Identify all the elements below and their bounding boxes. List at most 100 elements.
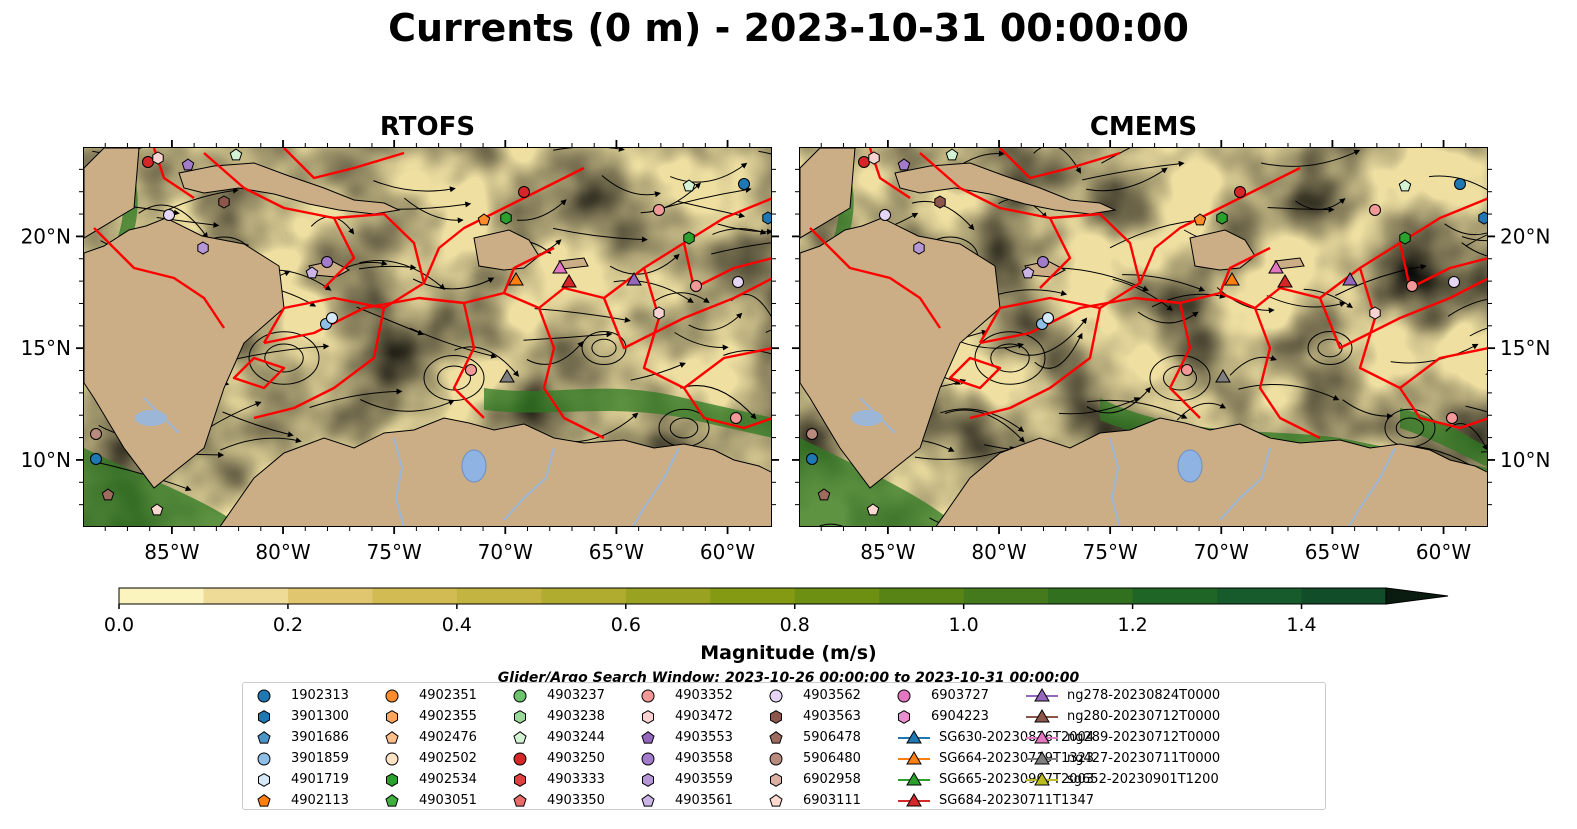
float-marker — [499, 369, 515, 383]
legend-label: 4903250 — [547, 751, 605, 766]
colorbar-tick-label: 1.0 — [949, 614, 979, 636]
pentagon-icon — [769, 793, 783, 807]
legend-item: 3901686 — [257, 727, 349, 748]
hexagon-icon — [258, 709, 270, 724]
float-marker — [690, 280, 702, 292]
legend-label: 6903111 — [803, 793, 861, 808]
rtofs-map — [83, 147, 772, 527]
float-marker — [150, 503, 164, 516]
colorbar-tick-label: 0.2 — [273, 614, 303, 636]
lon-tick-label: 70°W — [478, 540, 533, 564]
colorbar-tick-label: 0.0 — [104, 614, 134, 636]
float-marker — [477, 213, 491, 226]
legend-label: 4903352 — [675, 688, 733, 703]
float-marker — [326, 312, 338, 324]
cmems-panel-title: CMEMS — [1089, 112, 1198, 142]
legend-item: 4903559 — [641, 769, 733, 790]
float-marker — [1454, 178, 1466, 190]
float-marker — [508, 272, 524, 286]
float-marker — [1216, 211, 1228, 225]
circle-icon — [897, 689, 911, 702]
float-marker — [518, 186, 530, 198]
legend-item: 6902958 — [769, 769, 861, 790]
lat-tick-label: 15°N — [1500, 336, 1550, 360]
legend-item: SG630-20230826T2004 — [897, 727, 1094, 748]
legend-label: sg652-20230901T1200 — [1067, 772, 1219, 787]
float-marker — [90, 428, 102, 440]
legend-item: 4903561 — [641, 790, 733, 811]
lon-tick-label: 80°W — [971, 540, 1026, 564]
float-marker — [1446, 412, 1458, 424]
float-marker — [945, 148, 959, 161]
legend-item: 4903238 — [513, 706, 605, 727]
legend-label: 4903472 — [675, 709, 733, 724]
colorbar-tick-label: 0.4 — [442, 614, 472, 636]
float-marker — [561, 274, 577, 288]
float-marker — [806, 453, 818, 465]
legend-item: 4902355 — [385, 706, 477, 727]
float-marker — [1406, 280, 1418, 292]
float-marker — [1021, 266, 1035, 279]
legend-label: 4902351 — [419, 688, 477, 703]
triangle-icon — [1026, 750, 1058, 764]
legend-label: 4903553 — [675, 730, 733, 745]
legend-item: 4903051 — [385, 790, 477, 811]
float-marker — [1399, 231, 1411, 245]
float-marker — [913, 241, 925, 255]
lat-tick-label: 10°N — [21, 448, 71, 472]
legend-label: ng278-20230824T0000 — [1067, 688, 1221, 703]
map-axes: 85°W 80°W 75°W 70°W 65°W 60°W 20°N 15°N 10°N 85°W… — [21, 140, 1550, 564]
legend-label: 4903562 — [803, 688, 861, 703]
lon-tick-label: 75°W — [367, 540, 422, 564]
colorbar-bin — [372, 588, 458, 604]
cmems-map — [799, 147, 1488, 527]
float-marker — [1224, 272, 1240, 286]
legend-item: 4903562 — [769, 685, 861, 706]
float-marker — [817, 488, 831, 501]
legend-label: 4903559 — [675, 772, 733, 787]
pentagon-icon — [641, 793, 655, 807]
float-marker — [1181, 364, 1193, 376]
colorbar-bin — [287, 588, 373, 604]
lon-tick-label: 65°W — [1305, 540, 1360, 564]
float-marker — [683, 231, 695, 245]
legend-item: 1902313 — [257, 685, 349, 706]
colorbar-bin — [541, 588, 627, 604]
legend-item: 6904223 — [897, 706, 989, 727]
legend-item: SG684-20230711T1347 — [897, 790, 1094, 811]
legend-label: 4902502 — [419, 751, 477, 766]
legend-item: 4903333 — [513, 769, 605, 790]
triangle-icon — [1026, 729, 1058, 743]
float-marker — [181, 158, 195, 171]
float-marker — [738, 178, 750, 190]
legend-item: 4903244 — [513, 727, 605, 748]
float-marker — [1193, 213, 1207, 226]
float-marker — [1234, 186, 1246, 198]
legend-label: 4901719 — [291, 772, 349, 787]
colorbar-bin — [456, 588, 542, 604]
legend-label: 3901859 — [291, 751, 349, 766]
legend-label: 6904223 — [931, 709, 989, 724]
pentagon-icon — [769, 730, 783, 744]
pentagon-icon — [257, 793, 271, 807]
circle-icon — [385, 689, 399, 702]
figure-title: Currents (0 m) - 2023-10-31 00:00:00 — [388, 6, 1189, 50]
legend-item: 4902113 — [257, 790, 349, 811]
legend-item: 4902351 — [385, 685, 477, 706]
pentagon-icon — [513, 793, 527, 807]
float-marker — [1398, 179, 1412, 192]
float-marker — [218, 195, 230, 209]
pentagon-icon — [513, 730, 527, 744]
float-marker — [1448, 276, 1460, 288]
legend-label: ng280-20230712T0000 — [1067, 709, 1221, 724]
legend-label: 4903333 — [547, 772, 605, 787]
legend-item: 5906478 — [769, 727, 861, 748]
colorbar-bin — [1048, 588, 1134, 604]
legend-label: 4903350 — [547, 793, 605, 808]
triangle-icon — [898, 729, 930, 743]
colorbar-bin — [625, 588, 711, 604]
colorbar-bin — [963, 588, 1049, 604]
legend-item: 3901859 — [257, 748, 349, 769]
pentagon-icon — [385, 730, 399, 744]
legend-item: 6903111 — [769, 790, 861, 811]
